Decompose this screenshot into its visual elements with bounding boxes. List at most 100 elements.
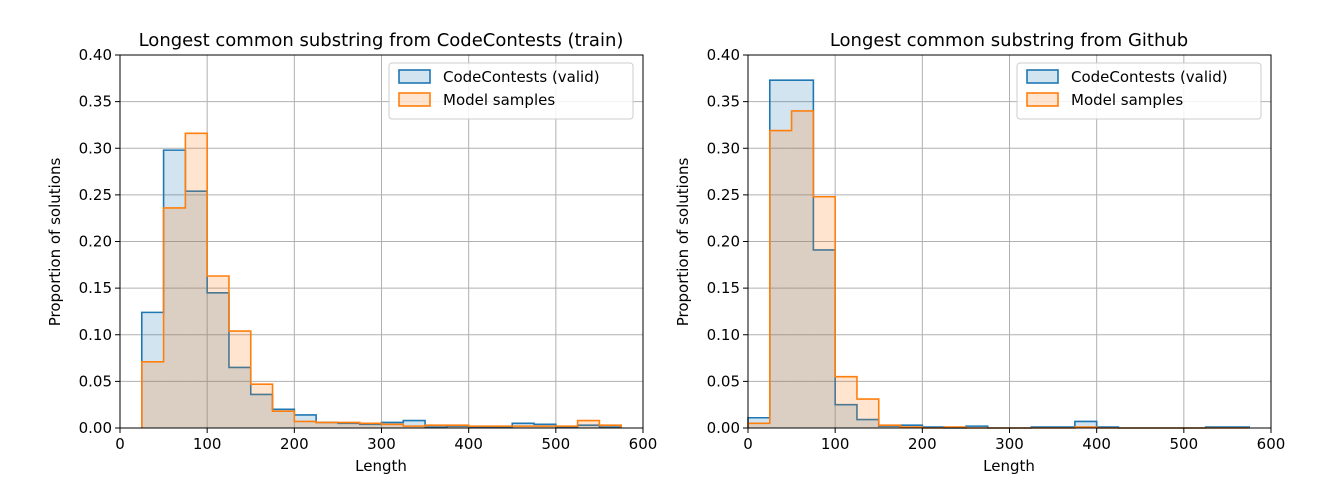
y-tick-label: 0.10 <box>79 326 112 344</box>
bar-series-b <box>490 426 513 428</box>
bar-series-b <box>835 376 857 428</box>
x-tick-label: 300 <box>995 435 1024 453</box>
legend-swatch-series-a <box>398 69 431 84</box>
legend-label-series-a: CodeContests (valid) <box>1071 68 1228 86</box>
chart-title: Longest common substring from Github <box>830 30 1188 51</box>
y-tick-label: 0.35 <box>79 93 112 111</box>
bar-series-a <box>316 422 338 428</box>
x-tick-label: 600 <box>1257 435 1286 453</box>
legend-swatch-series-b <box>1026 92 1059 107</box>
bar-series-b <box>425 425 447 428</box>
x-tick-label: 400 <box>454 435 483 453</box>
legend-label-series-b: Model samples <box>443 91 555 109</box>
bar-series-b <box>555 426 578 428</box>
step-outline-series-b <box>140 132 623 428</box>
bar-series-b <box>207 276 229 428</box>
bar-series-a <box>141 312 164 428</box>
x-ticks: 0 100 200 300 400 500 600 <box>115 428 657 453</box>
y-tick-label: 0.15 <box>79 279 112 297</box>
y-tick-label: 0.05 <box>79 372 112 390</box>
legend-box <box>388 62 634 120</box>
bar-series-b <box>185 133 208 428</box>
bar-series-b <box>878 425 901 428</box>
bar-series-b <box>813 196 836 428</box>
x-tick-label: 600 <box>629 435 658 453</box>
y-tick-label: 0.05 <box>707 372 740 390</box>
bar-series-b <box>577 420 600 428</box>
y-ticks: 0.00 0.05 0.10 0.15 0.20 0.25 0.30 0.35 0.40 <box>79 46 120 437</box>
legend-box <box>1016 62 1262 120</box>
bar-series-b <box>141 361 164 428</box>
y-axis-label: Proportion of solutions <box>674 158 692 327</box>
x-tick-label: 500 <box>1170 435 1199 453</box>
bar-series-a <box>163 150 186 429</box>
y-tick-label: 0.25 <box>79 186 112 204</box>
x-ticks: 0 100 200 300 400 500 600 <box>743 428 1285 453</box>
bar-series-b <box>381 424 404 428</box>
x-axis-label: Length <box>983 457 1035 475</box>
bar-series-b <box>163 207 186 428</box>
x-tick-label: 200 <box>280 435 309 453</box>
bar-series-a <box>185 191 208 428</box>
bar-series-b <box>337 422 360 428</box>
bar-series-b <box>748 423 770 428</box>
y-axis-label: Proportion of solutions <box>46 158 64 327</box>
y-tick-label: 0.00 <box>707 419 740 437</box>
bar-series-a <box>813 249 836 428</box>
y-tick-label: 0.40 <box>79 46 112 64</box>
y-tick-label: 0.00 <box>79 419 112 437</box>
legend-swatch-series-b <box>398 92 431 107</box>
bar-series-a <box>577 425 600 428</box>
legend-label-series-b: Model samples <box>1071 91 1183 109</box>
y-tick-label: 0.20 <box>79 233 112 251</box>
bar-series-a <box>228 367 251 428</box>
bar-series-a <box>856 419 879 428</box>
legend: CodeContests (valid) Model samples <box>388 62 634 120</box>
x-tick-label: 100 <box>193 435 222 453</box>
bar-series-b <box>534 426 556 428</box>
x-tick-label: 200 <box>908 435 937 453</box>
histogram-bars <box>747 79 1251 429</box>
bar-series-b <box>468 426 491 428</box>
bar-series-b <box>769 130 792 428</box>
histogram-bars <box>140 132 623 429</box>
chart-title: Longest common substring from CodeContes… <box>139 30 624 51</box>
x-tick-label: 100 <box>821 435 850 453</box>
bar-series-b <box>856 399 879 428</box>
bar-series-a <box>403 420 426 428</box>
bar-series-b <box>446 425 469 428</box>
bar-series-b <box>403 426 426 428</box>
bar-series-a <box>1074 421 1097 428</box>
bar-series-b <box>294 421 317 428</box>
bar-series-a <box>359 424 382 428</box>
y-tick-label: 0.30 <box>707 139 740 157</box>
legend-label-series-a: CodeContests (valid) <box>443 68 600 86</box>
bar-series-a <box>381 422 404 428</box>
y-tick-label: 0.30 <box>79 139 112 157</box>
bar-series-a <box>835 404 857 428</box>
bar-series-b <box>599 425 622 428</box>
x-tick-label: 400 <box>1082 435 1111 453</box>
bar-series-a <box>207 292 229 428</box>
bar-series-a <box>965 426 988 428</box>
chart-github: Longest common substring from Github 0 10… <box>674 30 1285 475</box>
y-tick-label: 0.10 <box>707 326 740 344</box>
bar-series-a <box>337 423 360 428</box>
bar-series-a <box>446 426 469 428</box>
y-tick-label: 0.20 <box>707 233 740 251</box>
bar-series-b <box>228 331 251 428</box>
bar-series-b <box>250 384 273 428</box>
bar-series-b <box>272 411 295 428</box>
bar-series-a <box>769 80 792 429</box>
x-tick-label: 500 <box>542 435 571 453</box>
x-axis-label: Length <box>355 457 407 475</box>
x-tick-label: 0 <box>115 435 125 453</box>
bar-series-a <box>791 80 814 429</box>
bar-series-a <box>272 409 295 428</box>
bar-series-a <box>250 394 273 428</box>
x-tick-label: 300 <box>367 435 396 453</box>
legend-swatch-series-a <box>1026 69 1059 84</box>
bar-series-b <box>791 110 814 428</box>
bar-series-a <box>878 426 901 428</box>
y-tick-label: 0.40 <box>707 46 740 64</box>
